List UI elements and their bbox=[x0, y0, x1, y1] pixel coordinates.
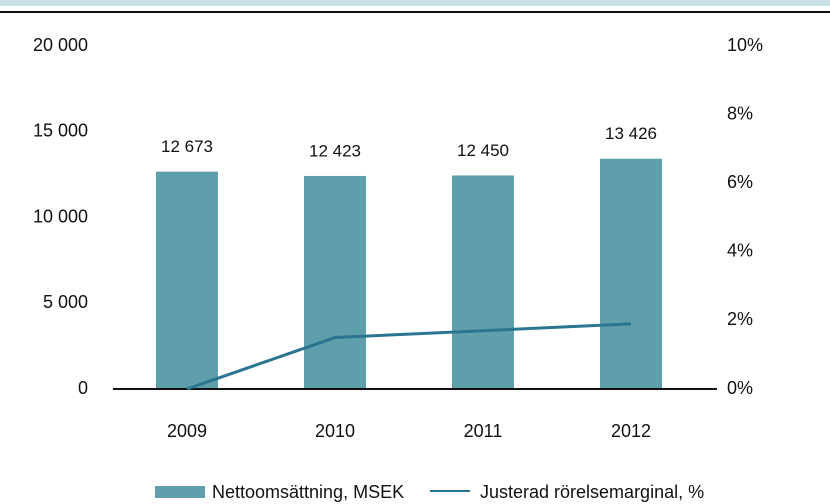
bar bbox=[600, 158, 662, 389]
y-tick-label: 20 000 bbox=[33, 35, 88, 55]
bar bbox=[156, 171, 218, 389]
value-label: 12 673 bbox=[161, 137, 213, 156]
x-tick-label: 2012 bbox=[611, 421, 651, 441]
bar bbox=[304, 175, 366, 389]
value-label: 13 426 bbox=[605, 124, 657, 143]
y-tick-label: 10 000 bbox=[33, 206, 88, 226]
legend-label: Nettoomsättning, MSEK bbox=[212, 482, 404, 502]
value-label: 12 450 bbox=[457, 141, 509, 160]
line bbox=[186, 322, 632, 391]
y-tick-label: 15 000 bbox=[33, 121, 88, 141]
x-tick-label: 2009 bbox=[167, 421, 207, 441]
y2-tick-label: 8% bbox=[727, 103, 753, 123]
y-tick-label: 0 bbox=[78, 378, 88, 398]
y2-tick-label: 10% bbox=[727, 35, 763, 55]
bar bbox=[452, 175, 514, 389]
y2-tick-label: 0% bbox=[727, 378, 753, 398]
x-tick-label: 2011 bbox=[464, 421, 503, 441]
cropped-header bbox=[0, 0, 830, 6]
y2-tick-label: 6% bbox=[727, 172, 753, 192]
legend-swatch bbox=[155, 486, 205, 498]
y2-tick-label: 4% bbox=[727, 241, 753, 261]
y2-tick-label: 2% bbox=[727, 309, 753, 329]
y-tick-label: 5 000 bbox=[43, 292, 88, 312]
x-tick-label: 2010 bbox=[315, 421, 355, 441]
value-label: 12 423 bbox=[309, 141, 361, 160]
legend-label: Justerad rörelsemarginal, % bbox=[480, 482, 704, 502]
